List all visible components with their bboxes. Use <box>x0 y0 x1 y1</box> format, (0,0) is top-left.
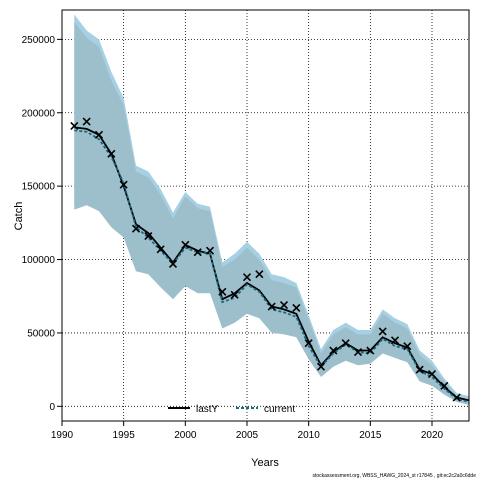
observed-point <box>329 346 338 355</box>
y-axis-label: Catch <box>13 202 25 231</box>
plot-frame <box>61 9 470 422</box>
observed-point-stroke <box>119 180 128 189</box>
observed-point <box>427 369 437 379</box>
observed-point <box>156 245 165 254</box>
observed-point-stroke <box>107 149 116 158</box>
observed-point-stroke <box>94 130 104 139</box>
x-tick-label: 2005 <box>236 430 259 441</box>
observed-point <box>255 270 264 279</box>
observed-point-stroke <box>292 303 301 313</box>
observed-point <box>82 117 91 126</box>
observed-point-stroke <box>156 245 165 254</box>
observed-point-stroke <box>70 121 79 131</box>
observed-point-stroke <box>267 302 276 311</box>
observed-point-stroke <box>304 339 313 348</box>
observed-point <box>94 130 104 139</box>
legend: lastY current <box>168 404 295 415</box>
y-tick-label: 200000 <box>22 108 56 119</box>
observed-point <box>107 149 116 158</box>
observed-point <box>440 381 449 390</box>
observed-point <box>353 347 363 357</box>
observed-point-stroke <box>440 381 449 390</box>
observed-point-stroke <box>230 290 239 299</box>
observed-point-stroke <box>427 369 437 379</box>
observed-point-stroke <box>316 362 326 371</box>
observed-point <box>366 346 375 355</box>
legend-label-lasty: lastY <box>196 404 219 415</box>
observed-point-stroke <box>279 300 289 310</box>
observed-point <box>403 342 412 351</box>
observed-point <box>181 240 190 249</box>
observed-point <box>279 300 289 310</box>
observed-point <box>119 180 128 189</box>
observed-point-stroke <box>366 346 375 355</box>
y-tick-label: 0 <box>49 402 55 413</box>
observed-point-stroke <box>181 240 190 249</box>
observed-point-stroke <box>403 342 412 351</box>
y-tick-label: 150000 <box>22 182 56 193</box>
observed-point <box>292 303 301 313</box>
observed-point-stroke <box>168 259 178 269</box>
observed-point-stroke <box>205 246 215 255</box>
y-tick-label: 250000 <box>22 35 56 46</box>
observed-point <box>168 259 178 269</box>
confidence-bands <box>74 14 470 405</box>
observed-point <box>205 246 215 255</box>
observed-point-stroke <box>218 287 227 296</box>
observed-point <box>452 393 461 402</box>
observed-point-stroke <box>82 117 91 126</box>
x-tick-label: 2015 <box>359 430 382 441</box>
observed-point <box>131 224 141 233</box>
legend-label-current: current <box>264 404 295 415</box>
x-tick-label: 2020 <box>421 430 444 441</box>
series-line-current <box>74 129 470 403</box>
observed-markers <box>70 117 461 402</box>
observed-point-stroke <box>242 273 252 282</box>
x-tick-label: 2010 <box>298 430 321 441</box>
observed-point <box>378 327 387 336</box>
observed-point-stroke <box>378 327 387 336</box>
observed-point <box>390 336 400 345</box>
x-tick-label: 2000 <box>174 430 197 441</box>
observed-point-stroke <box>353 347 363 357</box>
footer-watermark: stockassessment.org, WBSS_HAWG_2024_st r… <box>312 473 476 479</box>
observed-point <box>144 231 153 241</box>
observed-point <box>415 365 424 374</box>
observed-point <box>316 362 326 371</box>
observed-point <box>267 302 276 311</box>
observed-point-stroke <box>131 224 141 233</box>
observed-point-stroke <box>415 365 424 374</box>
observed-point <box>218 287 227 296</box>
observed-point-stroke <box>193 248 202 257</box>
x-tick-label: 1990 <box>51 430 74 441</box>
observed-point <box>230 290 239 299</box>
y-axis: 0 50000 100000 150000 200000 250000 <box>22 35 62 413</box>
observed-point-stroke <box>329 346 338 355</box>
observed-point <box>304 339 313 348</box>
observed-point-stroke <box>255 270 264 279</box>
observed-point-stroke <box>452 393 461 402</box>
x-axis-label: Years <box>251 457 279 469</box>
observed-point <box>70 121 79 131</box>
observed-point <box>193 248 202 257</box>
observed-point <box>341 339 350 348</box>
x-axis: 1990 1995 2000 2005 2010 2015 2020 <box>51 421 444 441</box>
confidence-band-current <box>74 21 470 405</box>
observed-point <box>242 273 252 282</box>
x-tick-label: 1995 <box>113 430 136 441</box>
y-tick-label: 100000 <box>22 255 56 266</box>
y-tick-label: 50000 <box>27 328 55 339</box>
observed-point-stroke <box>341 339 350 348</box>
observed-point-stroke <box>390 336 400 345</box>
observed-point-stroke <box>144 231 153 241</box>
